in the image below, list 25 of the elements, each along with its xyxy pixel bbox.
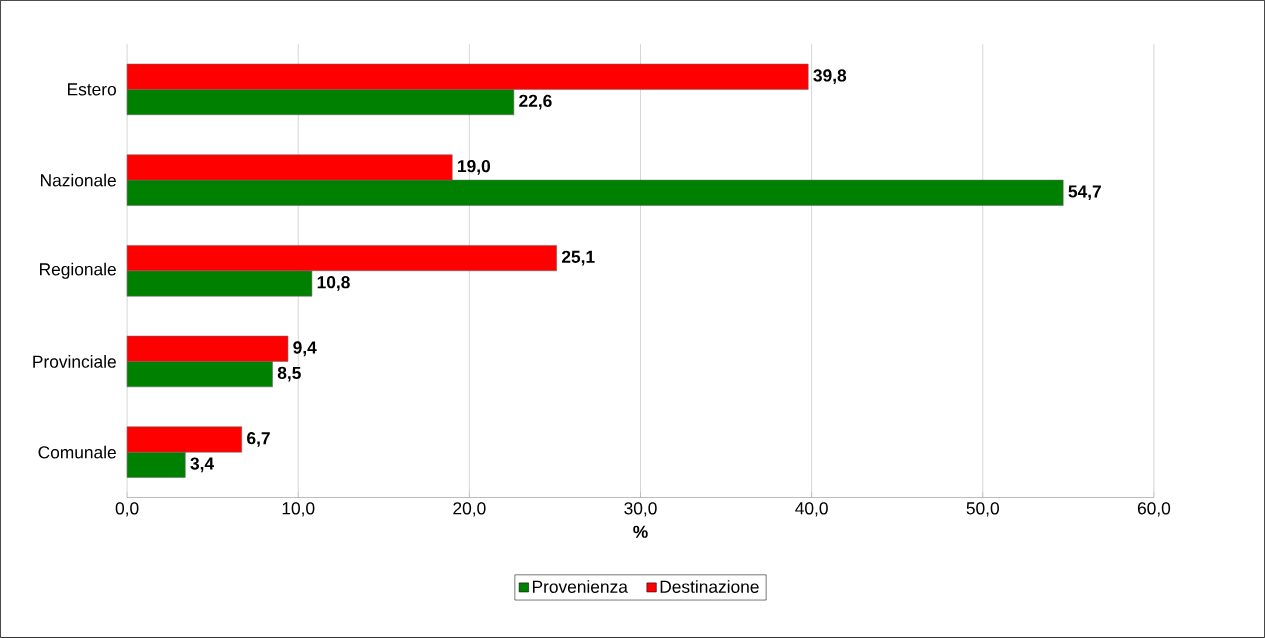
legend-label: Provenienza xyxy=(532,580,628,593)
data-label: 22,6 xyxy=(519,94,552,110)
data-label: 6,7 xyxy=(247,432,270,447)
x-tick-label: 40,0 xyxy=(795,502,828,517)
y-tick-label: Estero xyxy=(68,83,116,96)
x-tick-label: 60,0 xyxy=(1137,502,1171,517)
data-label: 8,5 xyxy=(277,366,301,382)
data-label: 10,8 xyxy=(317,276,350,291)
data-label: 39,8 xyxy=(813,69,847,85)
y-tick-label: Comunale xyxy=(38,445,116,459)
x-tick-label: 10,0 xyxy=(282,502,315,517)
x-axis-title: % xyxy=(633,525,648,538)
x-tick-label: 50,0 xyxy=(966,502,999,517)
data-label: 54,7 xyxy=(1068,185,1101,201)
x-tick-label: 0,0 xyxy=(115,502,139,517)
x-tick-label: 30,0 xyxy=(624,502,657,517)
legend-label: Destinazione xyxy=(660,580,759,593)
y-tick-label: Provinciale xyxy=(33,355,116,368)
data-label: 19,0 xyxy=(458,160,490,175)
data-label: 3,4 xyxy=(190,457,214,473)
x-tick-label: 20,0 xyxy=(453,502,486,517)
data-label: 9,4 xyxy=(293,341,317,357)
y-tick-label: Nazionale xyxy=(41,173,116,187)
y-tick-label: Regionale xyxy=(40,262,116,279)
data-label: 25,1 xyxy=(561,250,595,266)
